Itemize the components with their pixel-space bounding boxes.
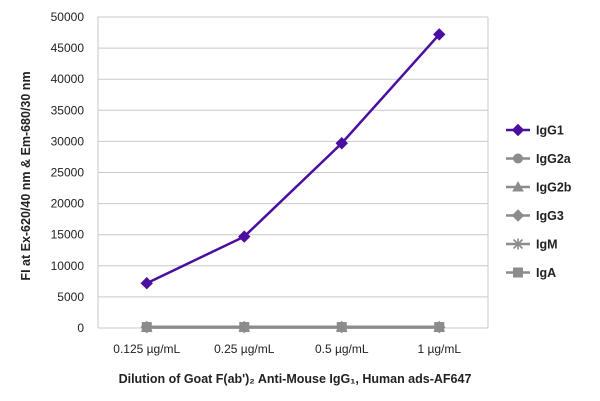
y-tick-label-25000: 25000 — [51, 166, 85, 180]
legend-item-igg2a: IgG2a — [506, 152, 572, 166]
point-igg1-3 — [335, 137, 348, 150]
point-iga-4 — [434, 322, 445, 333]
y-tick-label-15000: 15000 — [51, 228, 85, 242]
x-tick-label-3: 0.5 µg/mL — [315, 342, 369, 356]
y-tick-label-0: 0 — [77, 321, 84, 335]
legend-marker-igm — [512, 238, 524, 250]
point-iga-1 — [141, 322, 152, 333]
x-tick-label-2: 0.25 µg/mL — [214, 342, 275, 356]
y-tick-label-50000: 50000 — [51, 10, 85, 24]
series-igg1 — [140, 28, 446, 290]
legend-marker-igg2b — [512, 180, 524, 192]
line-igg1 — [146, 33, 441, 285]
y-tick-label-30000: 30000 — [51, 134, 85, 148]
legend-item-igg3: IgG3 — [506, 209, 564, 223]
y-tick-label-35000: 35000 — [51, 103, 85, 117]
point-igg1-2 — [238, 230, 251, 243]
gridlines — [97, 16, 489, 329]
legend-item-iga: IgA — [506, 266, 556, 280]
x-tick-labels: 0.125 µg/mL 0.25 µg/mL 0.5 µg/mL 1 µg/mL — [113, 342, 461, 356]
point-igg1-1 — [140, 277, 153, 290]
point-iga-2 — [239, 322, 250, 333]
legend-item-igm: IgM — [506, 238, 558, 252]
y-tick-label-40000: 40000 — [51, 72, 85, 86]
point-igg1-4 — [433, 28, 446, 41]
legend-marker-iga — [513, 267, 523, 278]
x-tick-label-1: 0.125 µg/mL — [113, 342, 180, 356]
legend-item-igg1: IgG1 — [506, 124, 564, 138]
y-tick-labels: 0 5000 10000 15000 20000 25000 30000 35000 40000… — [51, 10, 85, 335]
y-tick-label-20000: 20000 — [51, 197, 85, 211]
legend-label-igg2b: IgG2b — [536, 181, 572, 195]
y-tick-label-45000: 45000 — [51, 41, 85, 55]
legend-label-iga: IgA — [536, 266, 556, 280]
series-group — [140, 28, 446, 334]
legend-label-igg2a: IgG2a — [536, 152, 572, 166]
y-axis-title: FI at Ex-620/40 nm & Em-680/30 nm — [19, 71, 33, 280]
series-iga — [141, 322, 445, 333]
legend-marker-igg2a — [513, 153, 523, 164]
legend-label-igm: IgM — [536, 238, 558, 252]
legend: IgG1 IgG2a IgG2b IgG3 IgM IgA — [506, 124, 572, 280]
point-iga-3 — [336, 322, 347, 333]
y-tick-label-10000: 10000 — [51, 259, 85, 273]
y-tick-label-5000: 5000 — [57, 290, 84, 304]
x-tick-label-4: 1 µg/mL — [417, 342, 461, 356]
legend-label-igg1: IgG1 — [536, 124, 564, 138]
x-axis-title: Dilution of Goat F(ab')₂ Anti-Mouse IgG₁… — [119, 372, 472, 386]
legend-marker-igg3 — [511, 209, 525, 222]
legend-label-igg3: IgG3 — [536, 209, 564, 223]
legend-marker-igg1 — [511, 123, 525, 137]
legend-item-igg2b: IgG2b — [506, 181, 572, 195]
